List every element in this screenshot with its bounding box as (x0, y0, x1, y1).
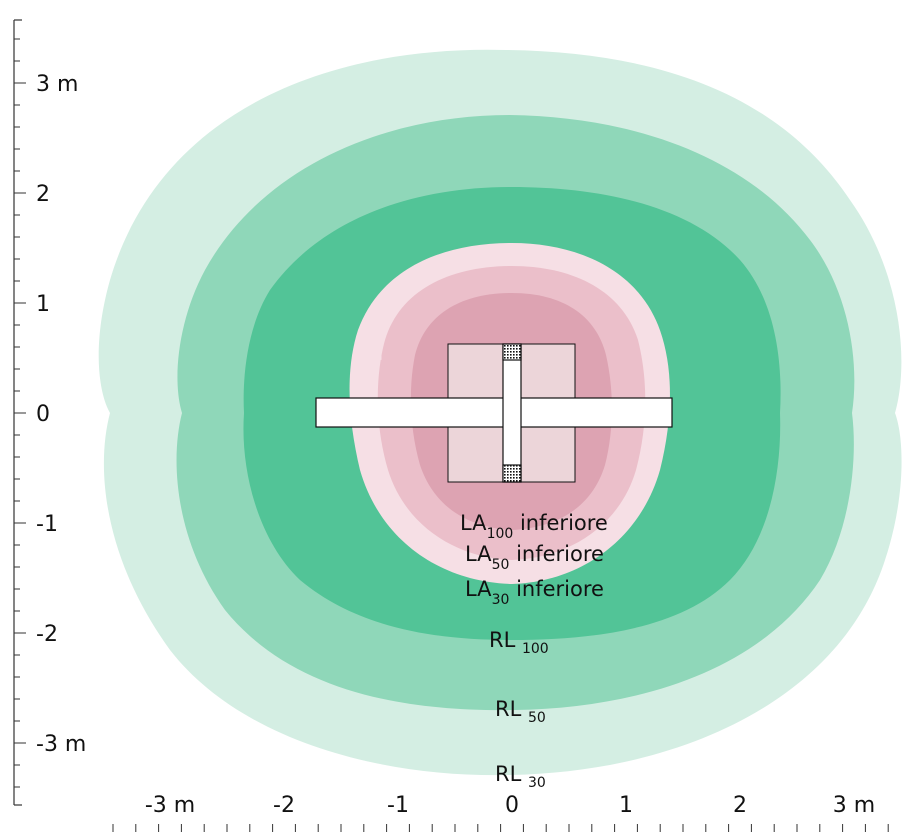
x-tick-label: -1 (387, 793, 409, 818)
la50-label: LA50 inferiore (465, 542, 604, 573)
x-tick-label: -2 (273, 793, 295, 818)
top-sensor-cap (502, 343, 522, 361)
rl30-label: RL 30 (495, 762, 546, 791)
la100-label: LA100 inferiore (460, 511, 608, 542)
la30-label: LA30 inferiore (465, 577, 604, 608)
rl50-label: RL 50 (495, 697, 546, 726)
rl100-label: RL 100 (489, 628, 549, 657)
y-tick-label: 3 m (36, 72, 78, 97)
y-tick-label: 0 (36, 402, 50, 427)
y-tick-label: -2 (36, 622, 58, 647)
vertical-bar (502, 343, 522, 483)
x-tick-label: -3 m (145, 793, 195, 818)
x-axis: -3 m -2 -1 0 1 2 3 m (112, 793, 889, 832)
x-tick-label: 2 (733, 793, 747, 818)
horizontal-bar (315, 397, 673, 428)
bottom-sensor-cap (502, 464, 522, 483)
x-tick-label: 0 (505, 793, 519, 818)
x-tick-label: 3 m (833, 793, 875, 818)
y-tick-label: 1 (36, 292, 50, 317)
y-tick-label: 2 (36, 182, 50, 207)
y-axis: 3 m 2 1 0 -1 -2 -3 m (13, 19, 86, 806)
x-tick-label: 1 (619, 793, 633, 818)
y-tick-label: -1 (36, 512, 58, 537)
y-tick-label: -3 m (36, 732, 86, 757)
